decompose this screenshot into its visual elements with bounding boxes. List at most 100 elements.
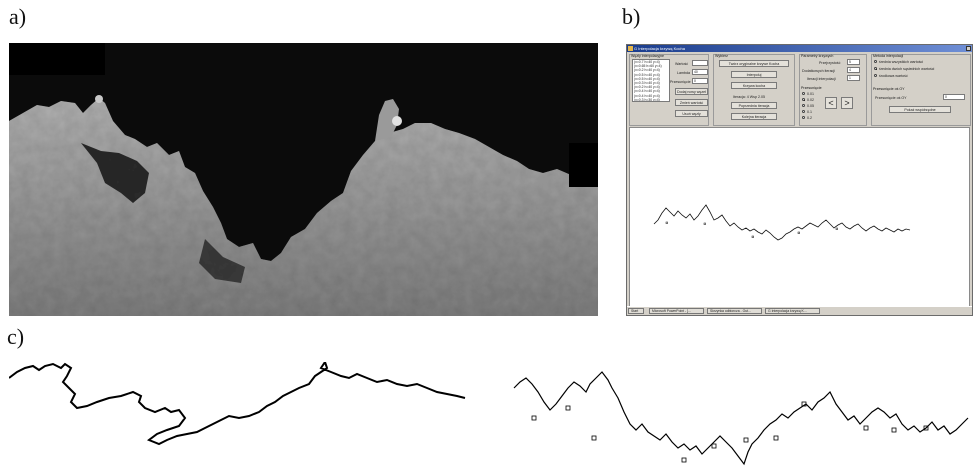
panel-label-a: a) bbox=[9, 4, 27, 29]
node-marker bbox=[773, 435, 779, 441]
curve-params-label: Parametry krzywych bbox=[801, 54, 834, 58]
extra-iterations-field[interactable]: 4 bbox=[847, 67, 860, 73]
change-value-button[interactable]: Zmień wartość bbox=[675, 99, 708, 106]
interpolated-koch-curve bbox=[513, 371, 969, 466]
nodes-group bbox=[629, 54, 709, 126]
canvas-node-marker bbox=[797, 231, 800, 234]
curve-canvas[interactable] bbox=[629, 127, 970, 307]
choice-group-label: Wybierz bbox=[715, 54, 728, 58]
list-item[interactable]: (x=0.3 h=30 y=4) bbox=[634, 97, 660, 102]
scale-option-4: 0.2 bbox=[807, 116, 812, 120]
list-item[interactable]: (x=0.5 h=40 y=4) bbox=[634, 72, 660, 77]
list-item[interactable]: (x=0.4 h=40 y=4) bbox=[634, 93, 660, 98]
node-marker bbox=[743, 437, 749, 443]
list-item[interactable]: (x=0.5 h=40 y=4) bbox=[634, 76, 660, 81]
node-marker bbox=[681, 457, 687, 463]
scale-radio-0[interactable] bbox=[802, 92, 806, 96]
curve-params-group bbox=[799, 54, 867, 126]
canvas-curve-plot bbox=[653, 204, 911, 241]
os-taskbar: Start Microsoft PowerPoint - [... Skrzyn… bbox=[627, 306, 972, 315]
node-marker bbox=[531, 415, 537, 421]
grayscale-rough-surface-photo bbox=[9, 43, 598, 316]
shift-field[interactable]: 0 bbox=[692, 78, 708, 84]
close-icon[interactable] bbox=[966, 46, 971, 51]
value-field[interactable] bbox=[692, 60, 708, 66]
arrow-left-button[interactable]: < bbox=[825, 97, 837, 109]
interp-iterations-field[interactable]: 1 bbox=[847, 75, 860, 81]
method-group-label: Metoda interpolacji bbox=[873, 54, 904, 58]
delete-nodes-button[interactable]: Usuń węzły bbox=[675, 110, 708, 117]
koch-curve-button[interactable]: Krzywa kocha bbox=[731, 82, 777, 89]
list-item[interactable]: (x=0.2 h=40 y=4) bbox=[634, 68, 660, 73]
list-item[interactable]: (x=0.4 h=40 y=4) bbox=[634, 89, 660, 94]
node-marker bbox=[863, 425, 869, 431]
interp-iterations-label: Iteracji interpolacji bbox=[807, 77, 836, 81]
app-title: G Interpolacja krzywą Kocha bbox=[634, 46, 685, 51]
method-radio-1[interactable] bbox=[874, 67, 878, 71]
start-button[interactable]: Start bbox=[628, 308, 644, 314]
list-item[interactable]: (x=0.65 h=60 y=4) bbox=[634, 64, 662, 69]
canvas-node-marker bbox=[835, 227, 838, 230]
choice-group bbox=[713, 54, 795, 126]
interpolated-path bbox=[513, 371, 969, 466]
method-group bbox=[871, 54, 971, 126]
list-item[interactable]: (x=0.7 h=40 y=4) bbox=[634, 60, 660, 64]
distance-field[interactable]: 5 bbox=[847, 59, 860, 65]
scale-option-1: 0.02 bbox=[807, 98, 814, 102]
scale-group-label: Przesunięcie bbox=[801, 86, 822, 90]
shift-oy-label: Przesunięcie oś OY bbox=[875, 96, 907, 100]
lambda-label: Lambda bbox=[677, 71, 690, 75]
canvas-node-marker bbox=[703, 222, 706, 225]
app-icon bbox=[628, 46, 633, 51]
shift-oy-group-label: Przesunięcie oś OY bbox=[873, 87, 905, 91]
prev-iteration-button[interactable]: Poprzednia iteracja bbox=[731, 102, 777, 109]
value-label: Wartość bbox=[675, 62, 689, 66]
list-item[interactable]: (x=0.2 h=40 y=4) bbox=[634, 85, 660, 90]
shift-label: Przesunięcie bbox=[670, 80, 691, 84]
panel-label-c: c) bbox=[7, 324, 25, 349]
draw-coords-button[interactable]: Pokaż współrzędne bbox=[889, 106, 951, 113]
node-marker bbox=[591, 435, 597, 441]
canvas-curve bbox=[653, 204, 911, 241]
scale-radio-1[interactable] bbox=[802, 98, 806, 102]
app-titlebar: G Interpolacja krzywą Kocha bbox=[627, 45, 972, 52]
node-marker bbox=[891, 427, 897, 433]
method-option-1: średnia dwóch sąsiednich wartości bbox=[879, 67, 935, 71]
distance-label: Przejrzystość bbox=[819, 61, 841, 65]
list-item[interactable]: (x=0.3 h=40 y=4) bbox=[634, 80, 660, 85]
interpolate-button[interactable]: Interpoluj bbox=[731, 71, 777, 78]
method-option-0: średnia wszystkich wartości bbox=[879, 60, 924, 64]
scale-radio-3[interactable] bbox=[802, 110, 806, 114]
node-marker bbox=[801, 401, 807, 407]
arrow-right-button[interactable]: > bbox=[841, 97, 853, 109]
koch-interpolation-app-window: G Interpolacja krzywą Kocha Węzły interp… bbox=[626, 44, 973, 316]
scale-radio-4[interactable] bbox=[802, 116, 806, 120]
add-node-button[interactable]: Dodaj nowy węzeł bbox=[675, 88, 708, 95]
contour-path bbox=[9, 362, 466, 446]
iteration-text: Iteracja: 4 Wsp 2.05 bbox=[733, 95, 765, 99]
method-option-2: środkowa wartość bbox=[879, 74, 908, 78]
scale-option-2: 0.05 bbox=[807, 104, 814, 108]
canvas-node-marker bbox=[665, 221, 668, 224]
scale-option-3: 0.1 bbox=[807, 110, 812, 114]
taskbar-item-koch-app[interactable]: G Interpolacja krzywą K... bbox=[765, 308, 820, 314]
method-radio-0[interactable] bbox=[874, 60, 878, 64]
node-marker bbox=[565, 405, 571, 411]
shift-oy-field[interactable]: 0 bbox=[943, 94, 965, 100]
scale-option-0: 0.01 bbox=[807, 92, 814, 96]
extra-iterations-label: Dodatkowych iteracji bbox=[802, 69, 835, 73]
node-marker bbox=[923, 425, 929, 431]
taskbar-item-powerpoint[interactable]: Microsoft PowerPoint - [... bbox=[649, 308, 704, 314]
method-radio-2[interactable] bbox=[874, 74, 878, 78]
nodes-group-label: Węzły interpolacyjne bbox=[631, 54, 664, 58]
next-iteration-button[interactable]: Kolejna iteracja bbox=[731, 113, 777, 120]
node-marker bbox=[711, 443, 717, 449]
lambda-field[interactable]: 40 bbox=[692, 69, 708, 75]
nodes-listbox[interactable]: (x=0.7 h=40 y=4) (x=0.65 h=60 y=4) (x=0.… bbox=[632, 59, 670, 102]
koch-contour-curve bbox=[9, 362, 466, 446]
scale-radio-2[interactable] bbox=[802, 104, 806, 108]
create-koch-button[interactable]: Twórz oryginalne krzywe Kocha bbox=[719, 60, 789, 67]
taskbar-item-outlook[interactable]: Skrzynka odbiorcza - Out... bbox=[707, 308, 762, 314]
panel-label-b: b) bbox=[622, 4, 641, 29]
canvas-node-marker bbox=[751, 235, 754, 238]
